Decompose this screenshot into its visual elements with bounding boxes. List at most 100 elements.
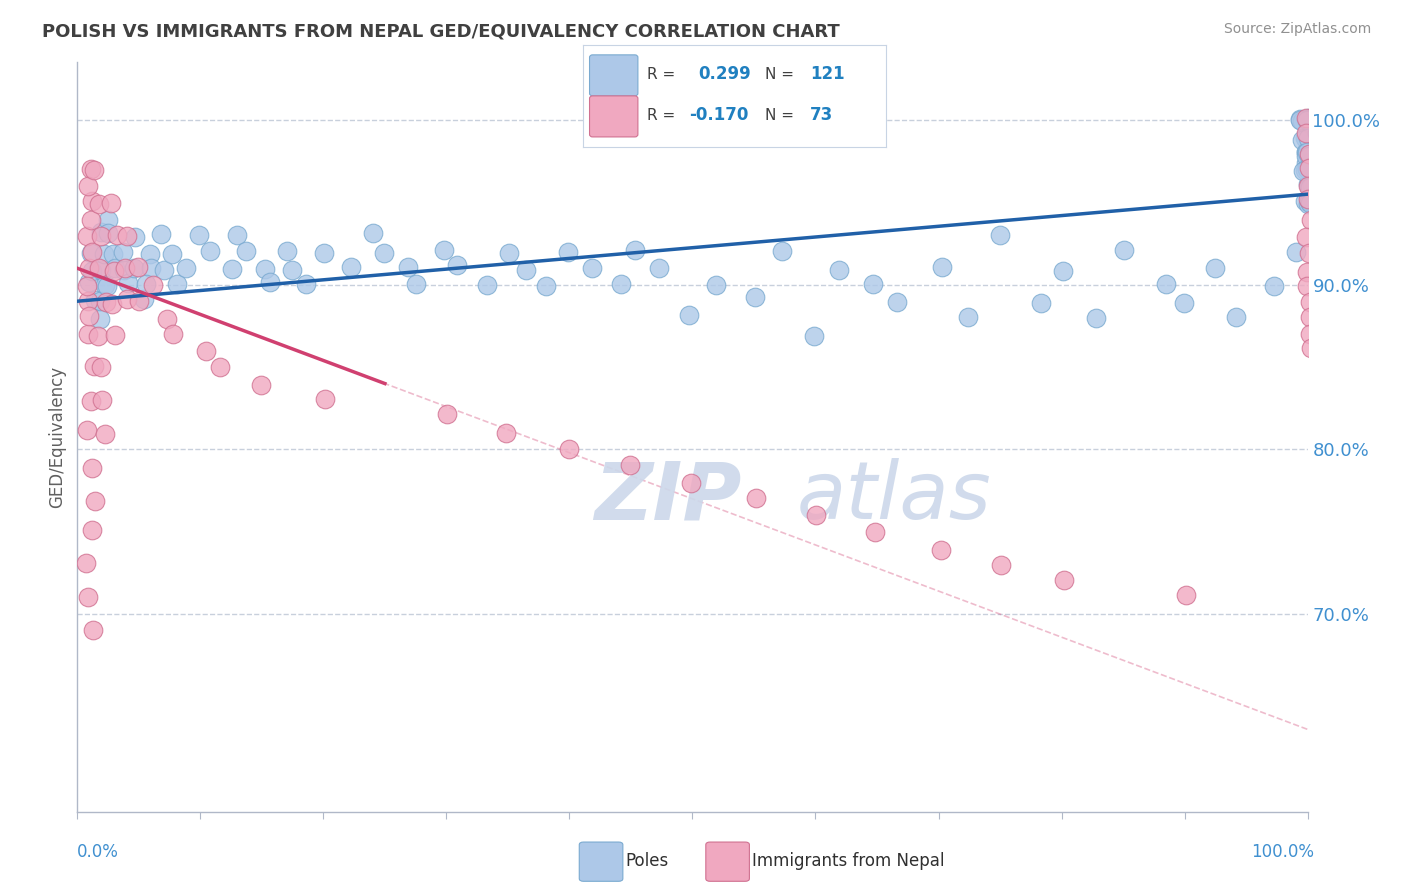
Point: [1298, 161, 1320, 175]
Point: [1029, 295, 1052, 310]
Point: [1204, 260, 1226, 275]
Point: [1154, 277, 1177, 292]
Point: [1289, 112, 1312, 127]
Point: [1296, 161, 1319, 175]
Point: [101, 296, 124, 310]
Point: [83, 359, 105, 373]
Y-axis label: GED/Equivalency: GED/Equivalency: [48, 366, 66, 508]
Point: [94, 277, 117, 292]
Point: [128, 294, 150, 309]
Point: [135, 277, 157, 292]
Point: [1298, 326, 1320, 341]
Point: [253, 262, 276, 277]
Point: [156, 312, 179, 326]
Point: [200, 244, 222, 259]
Point: [1294, 163, 1316, 178]
Point: [122, 260, 145, 275]
Point: [76, 228, 98, 243]
Point: [90, 228, 112, 243]
Point: [87, 260, 110, 275]
Point: [648, 261, 671, 276]
FancyBboxPatch shape: [589, 96, 638, 137]
Point: [117, 277, 139, 291]
Point: [1296, 177, 1319, 191]
Point: [104, 328, 127, 343]
Point: [929, 542, 952, 557]
Point: [89, 294, 111, 309]
Point: [498, 246, 520, 260]
Point: [1296, 196, 1319, 211]
Point: [1295, 126, 1317, 140]
Point: [862, 277, 884, 291]
Point: [194, 344, 217, 359]
Point: [94, 426, 117, 441]
Point: [139, 247, 162, 261]
Point: [75, 557, 97, 571]
Text: R =: R =: [647, 67, 675, 81]
Point: [678, 308, 700, 322]
Point: [188, 227, 211, 242]
Point: [114, 262, 136, 277]
Point: [209, 359, 232, 374]
Point: [1295, 112, 1317, 127]
Point: [1175, 588, 1198, 602]
Point: [1298, 194, 1320, 209]
Point: [1299, 145, 1322, 160]
Point: [100, 196, 122, 211]
Point: [1298, 245, 1320, 260]
Point: [557, 244, 579, 259]
Point: [803, 328, 825, 343]
Text: R =: R =: [647, 108, 675, 122]
Point: [235, 244, 257, 259]
Point: [103, 263, 125, 277]
Point: [80, 213, 103, 227]
Point: [141, 260, 163, 275]
Point: [226, 227, 249, 242]
Point: [515, 262, 537, 277]
Point: [1173, 296, 1195, 310]
Point: [1052, 264, 1074, 278]
Point: [1296, 192, 1319, 206]
Text: 0.299: 0.299: [699, 65, 751, 83]
Point: [1296, 114, 1319, 128]
Text: 121: 121: [810, 65, 845, 83]
Point: [162, 327, 184, 342]
Point: [1296, 178, 1319, 193]
Point: [623, 244, 645, 258]
Text: 73: 73: [810, 106, 834, 124]
Point: [1302, 112, 1324, 126]
Point: [1299, 213, 1322, 227]
Point: [1291, 114, 1313, 128]
Point: [931, 260, 953, 274]
Point: [396, 260, 419, 274]
Text: Poles: Poles: [626, 852, 669, 870]
Point: [1225, 310, 1247, 324]
Point: [1298, 147, 1320, 161]
Point: [1298, 178, 1320, 192]
Point: [101, 246, 124, 260]
Point: [446, 258, 468, 272]
Point: [83, 493, 105, 508]
Point: [1295, 113, 1317, 128]
Point: [97, 226, 120, 240]
Point: [91, 392, 114, 407]
Point: [619, 458, 641, 472]
Point: [1284, 244, 1306, 259]
Text: Source: ZipAtlas.com: Source: ZipAtlas.com: [1223, 22, 1371, 37]
Point: [1305, 126, 1327, 140]
Point: [744, 290, 766, 304]
Point: [93, 247, 115, 261]
Text: N =: N =: [765, 108, 794, 122]
Point: [80, 246, 103, 260]
Point: [174, 260, 197, 275]
Point: [166, 277, 188, 291]
Point: [97, 212, 120, 227]
Point: [1296, 278, 1319, 293]
Point: [77, 590, 100, 604]
Point: [276, 244, 298, 258]
Point: [806, 508, 828, 523]
Point: [314, 246, 336, 260]
Point: [84, 293, 107, 308]
Point: [80, 460, 103, 475]
Point: [114, 260, 136, 275]
